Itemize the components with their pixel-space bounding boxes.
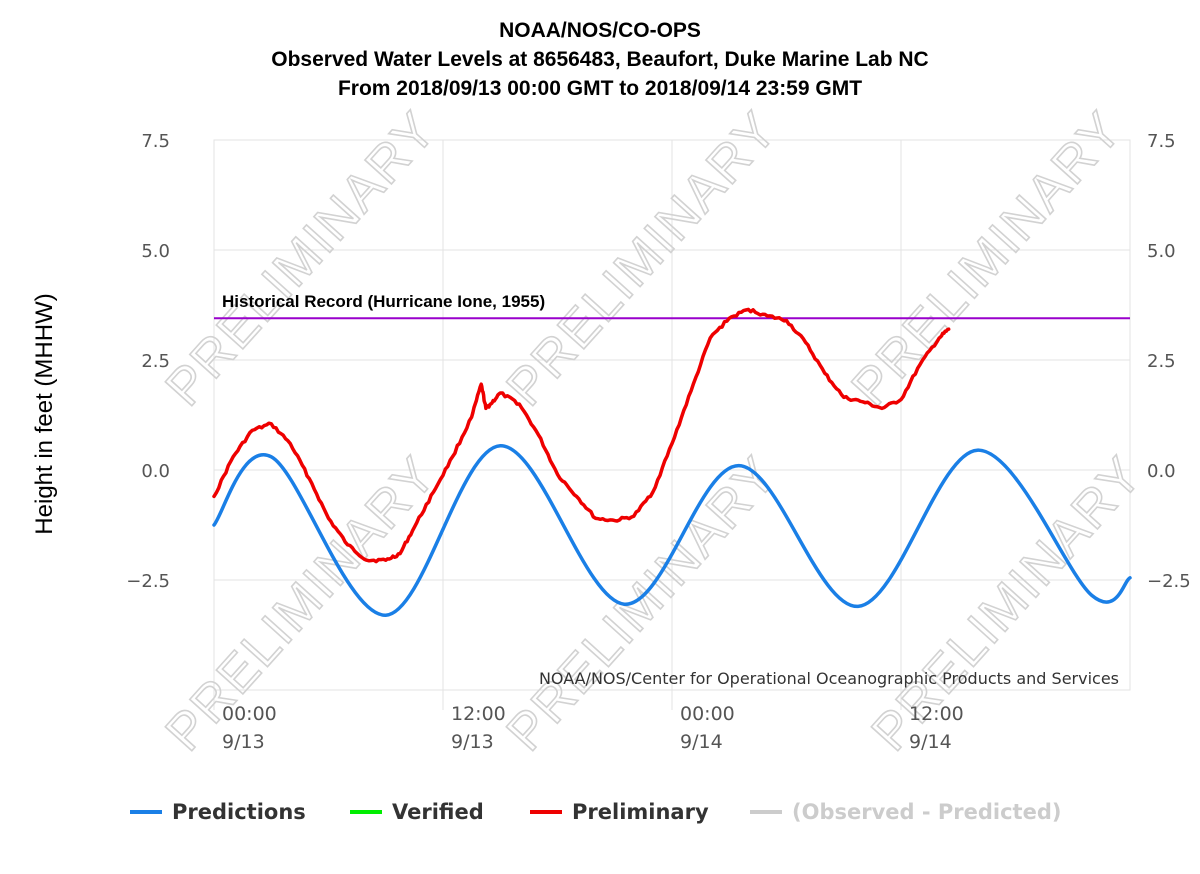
- legend-label-preliminary: Preliminary: [572, 800, 709, 824]
- x-tick-label-date: 9/13: [222, 731, 265, 753]
- series-line-predictions: [212, 444, 1132, 617]
- x-tick-label-date: 9/14: [680, 731, 723, 753]
- grid-lines: [213, 139, 1131, 710]
- y-axis-title: Height in feet (MHHW): [31, 293, 58, 534]
- x-tick-label-date: 9/14: [909, 731, 952, 753]
- chart-title-line-3: From 2018/09/13 00:00 GMT to 2018/09/14 …: [338, 77, 862, 100]
- y-tick-label-right: −2.5: [1147, 571, 1191, 592]
- y-tick-label-left: 2.5: [141, 351, 170, 372]
- x-tick-label-date: 9/13: [451, 731, 494, 753]
- x-tick-label-time: 00:00: [222, 703, 277, 725]
- legend: Predictions Verified Preliminary (Observ…: [130, 800, 1061, 824]
- axis-ticks: −2.5 −2.5 0.0 0.0 2.5 2.5 5.0 5.0 7.5 7.5 00:00 9/1…: [126, 131, 1190, 753]
- y-tick-label-right: 0.0: [1147, 461, 1176, 482]
- legend-item-observed-minus-predicted[interactable]: (Observed - Predicted): [750, 800, 1061, 824]
- y-tick-label-right: 2.5: [1147, 351, 1176, 372]
- chart-title-line-2: Observed Water Levels at 8656483, Beaufo…: [271, 48, 928, 71]
- y-tick-label-left: 0.0: [141, 461, 170, 482]
- legend-item-verified[interactable]: Verified: [350, 800, 484, 824]
- y-tick-label-right: 5.0: [1147, 241, 1176, 262]
- series-line-preliminary: [212, 307, 951, 564]
- legend-label-observed-minus-predicted: (Observed - Predicted): [792, 800, 1061, 824]
- x-tick-label-time: 00:00: [680, 703, 735, 725]
- legend-item-preliminary[interactable]: Preliminary: [530, 800, 709, 824]
- historical-record-label: Historical Record (Hurricane Ione, 1955): [222, 292, 545, 311]
- x-tick-label-time: 12:00: [451, 703, 506, 725]
- series-layer: [212, 307, 1132, 617]
- chart-credit: NOAA/NOS/Center for Operational Oceanogr…: [539, 669, 1119, 688]
- y-tick-label-left: −2.5: [126, 571, 170, 592]
- y-tick-label-left: 7.5: [141, 131, 170, 152]
- legend-label-verified: Verified: [392, 800, 484, 824]
- y-tick-label-right: 7.5: [1147, 131, 1176, 152]
- legend-item-predictions[interactable]: Predictions: [130, 800, 306, 824]
- chart-title-line-1: NOAA/NOS/CO-OPS: [499, 19, 701, 42]
- legend-label-predictions: Predictions: [172, 800, 306, 824]
- x-tick-label-time: 12:00: [909, 703, 964, 725]
- y-tick-label-left: 5.0: [141, 241, 170, 262]
